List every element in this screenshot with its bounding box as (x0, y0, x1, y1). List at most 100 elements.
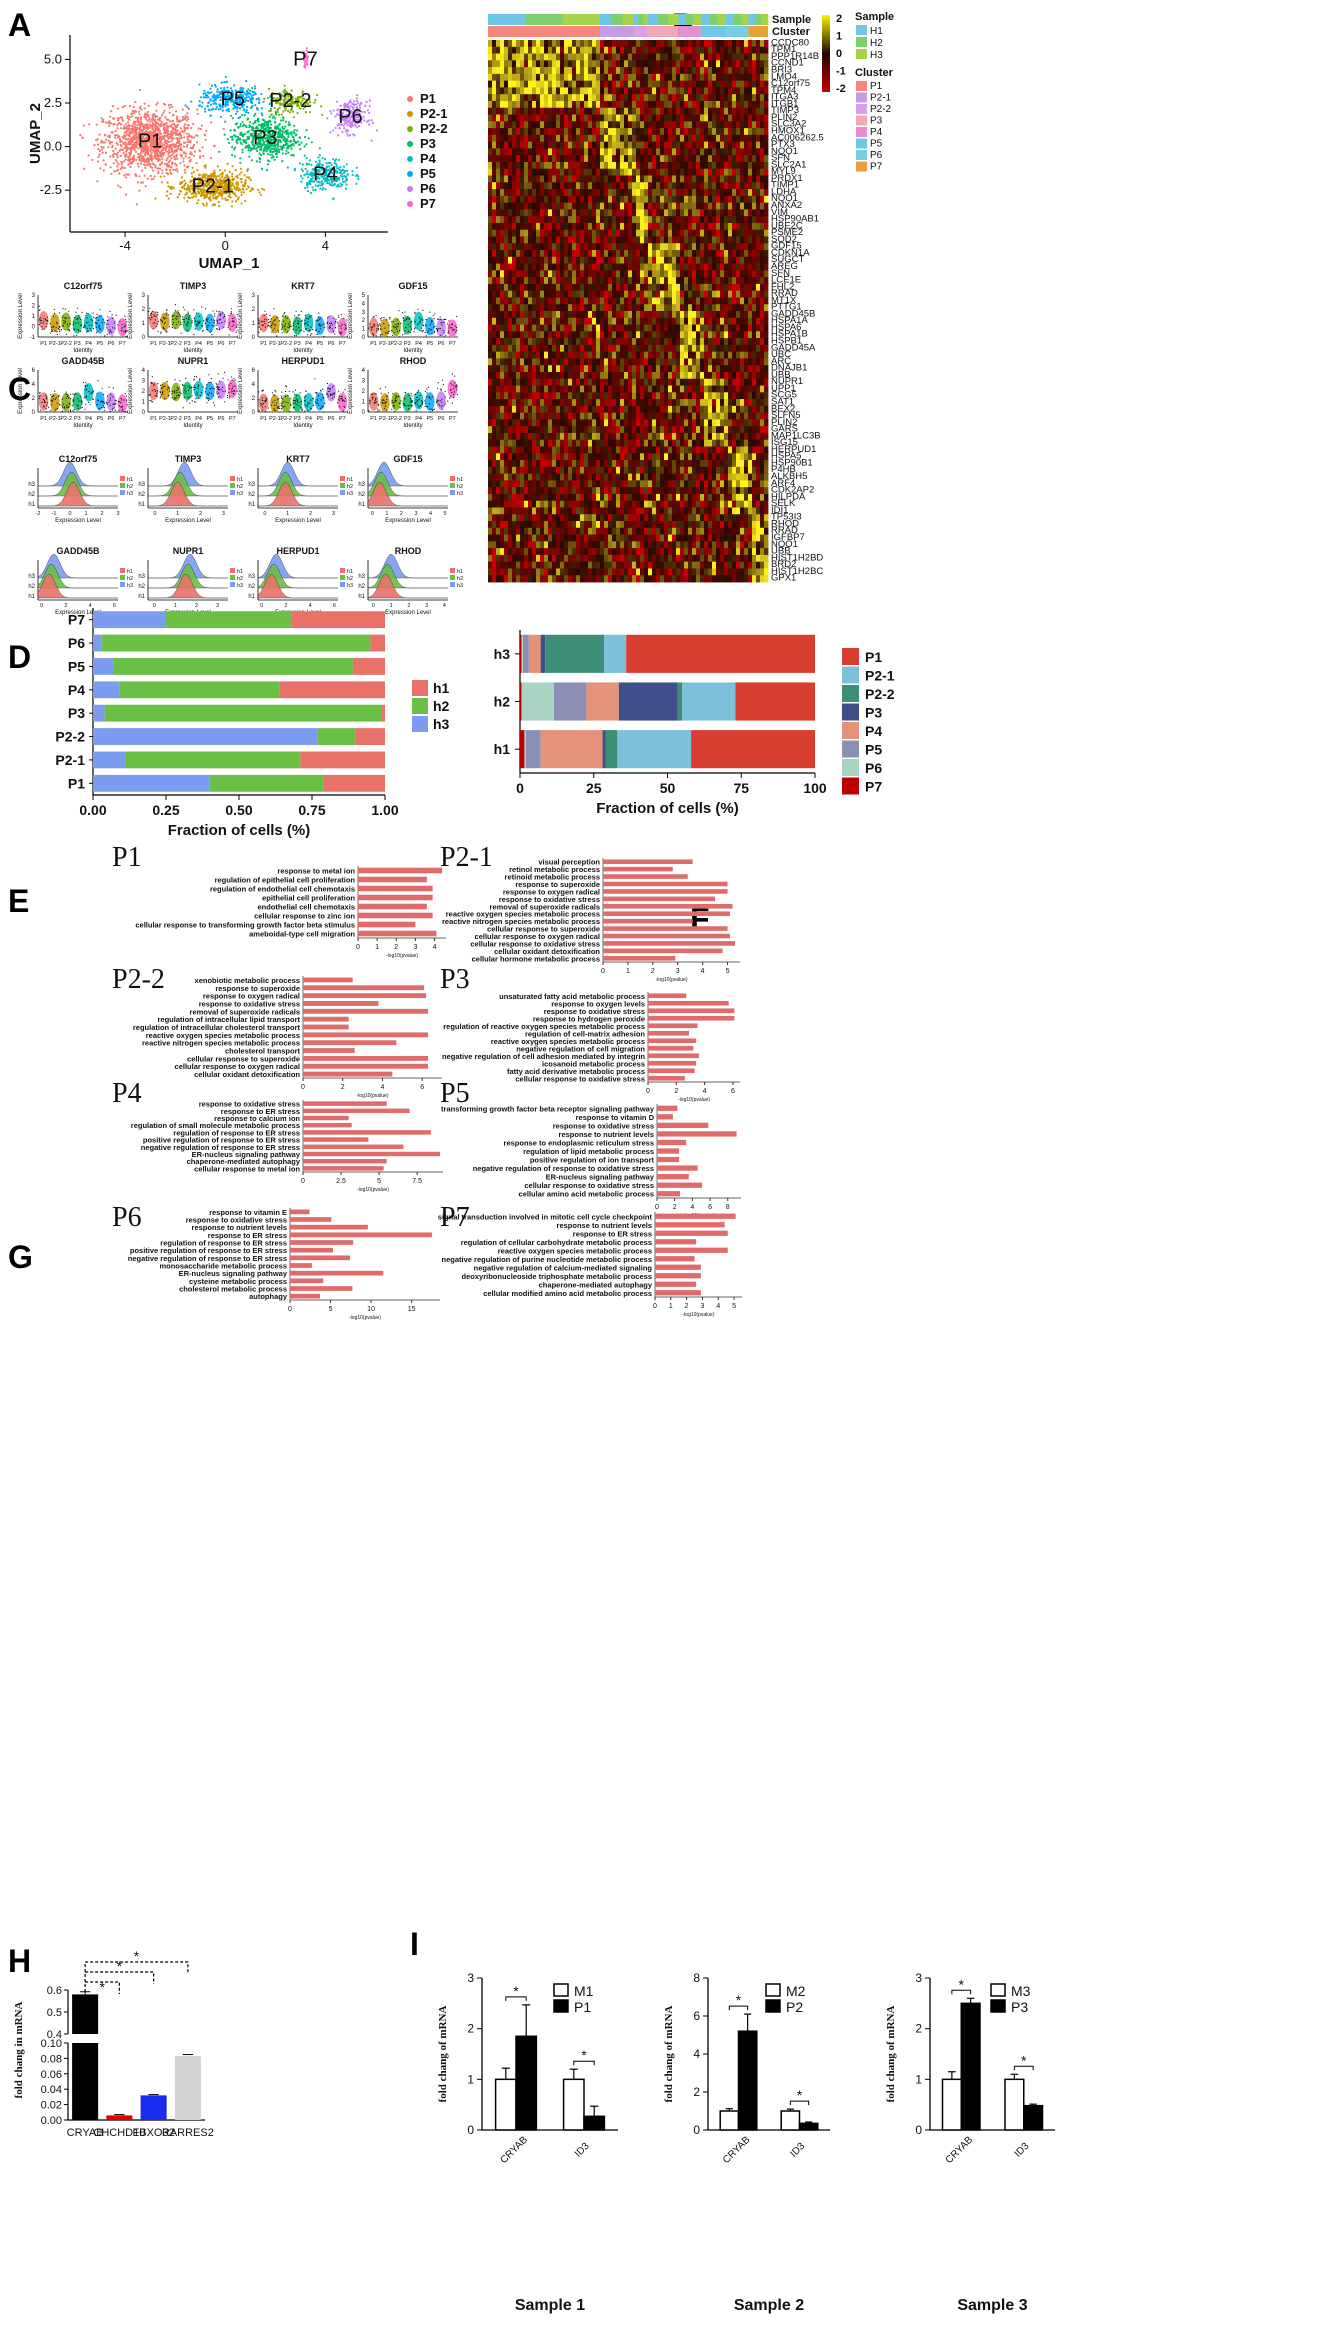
heatmap-cell (720, 60, 725, 68)
umap-point (170, 134, 173, 137)
heatmap-cell (512, 195, 517, 204)
heatmap-cell (632, 114, 637, 122)
heatmap-cell (628, 87, 633, 95)
heatmap-cell (548, 175, 553, 183)
heatmap-cell (664, 73, 669, 82)
umap-point (294, 141, 298, 145)
umap-point (174, 162, 177, 165)
heatmap-cell (716, 40, 721, 48)
umap-point (167, 140, 170, 143)
heatmap-cell (572, 189, 577, 197)
umap-cluster-label: P2-1 (192, 176, 234, 198)
umap-point (243, 140, 246, 143)
heatmap-cell (668, 60, 673, 68)
heatmap-cell (544, 94, 549, 102)
heatmap-cell (648, 40, 653, 48)
umap-point (152, 145, 155, 148)
umap-point (115, 169, 118, 173)
heatmap-cell (508, 94, 513, 102)
heatmap-cell (496, 155, 501, 163)
umap-point (271, 151, 274, 154)
heatmap-cell (708, 67, 713, 75)
umap-point (364, 104, 367, 107)
heatmap-cell (488, 121, 493, 129)
umap-point (186, 106, 189, 109)
umap-point (343, 102, 346, 105)
heatmap-cell (748, 182, 753, 190)
umap-point (343, 171, 346, 174)
umap-legend-swatch (407, 171, 413, 177)
umap-point (260, 107, 263, 110)
umap-point (239, 178, 242, 181)
heatmap-cell (644, 161, 649, 170)
heatmap-cell (744, 175, 749, 183)
heatmap-cell (604, 46, 609, 54)
umap-point (141, 142, 145, 145)
umap-point (132, 105, 135, 109)
umap-point (137, 116, 140, 119)
heatmap-cell (608, 182, 613, 190)
heatmap-cell (556, 80, 561, 88)
heatmap-cell (540, 114, 545, 122)
umap-point (164, 103, 167, 106)
heatmap-cell (588, 100, 593, 109)
heatmap-cell (620, 182, 625, 190)
umap-point (252, 93, 255, 97)
heatmap-cell (704, 121, 709, 129)
heatmap-cell (712, 46, 717, 54)
heatmap-cell (688, 60, 693, 68)
umap-point (278, 130, 281, 133)
umap-point (127, 147, 130, 150)
heatmap-cell (648, 161, 653, 170)
heatmap-cell (696, 189, 701, 197)
heatmap-cell (620, 175, 625, 183)
umap-point (258, 191, 261, 194)
umap-point (288, 123, 292, 126)
heatmap-cell (520, 73, 525, 82)
heatmap-cell (524, 60, 529, 68)
heatmap-cell (492, 60, 497, 68)
heatmap-cell (648, 189, 653, 197)
heatmap-cell (612, 87, 617, 95)
heatmap-cell (640, 134, 645, 143)
heatmap-cell (544, 100, 549, 109)
umap-point (298, 143, 301, 146)
heatmap-cell (584, 189, 589, 197)
heatmap-cell (540, 100, 545, 109)
umap-point (186, 112, 189, 115)
heatmap-cell (760, 53, 765, 61)
umap-point (172, 168, 175, 171)
heatmap-cell (676, 60, 681, 68)
heatmap-cell (612, 189, 617, 197)
umap-point (243, 114, 246, 117)
umap-point (275, 113, 278, 116)
umap-point (289, 140, 292, 143)
heatmap-cell (532, 87, 537, 95)
umap-point (347, 134, 350, 137)
umap-point (237, 116, 240, 120)
heatmap-cell (624, 189, 629, 197)
umap-point (179, 182, 182, 186)
heatmap-cell (568, 175, 573, 183)
umap-point (164, 134, 167, 137)
heatmap-cell (652, 73, 657, 82)
heatmap-sample-cell (709, 14, 718, 25)
heatmap-cell (732, 94, 737, 102)
heatmap-cell (688, 53, 693, 61)
umap-point (239, 123, 242, 126)
heatmap-cell (496, 67, 501, 75)
heatmap-cell (760, 67, 765, 75)
umap-point (214, 83, 217, 86)
heatmap-cell (648, 60, 653, 68)
umap-point (248, 177, 251, 180)
umap-point (275, 152, 279, 155)
heatmap-cell (548, 80, 553, 88)
heatmap-cell (632, 161, 637, 170)
heatmap-cell (628, 141, 633, 149)
heatmap-cell (584, 53, 589, 61)
umap-point (171, 131, 174, 134)
heatmap-cell (524, 73, 529, 82)
umap-point (202, 155, 205, 158)
heatmap-cell (668, 161, 673, 170)
heatmap-cell (596, 114, 601, 122)
